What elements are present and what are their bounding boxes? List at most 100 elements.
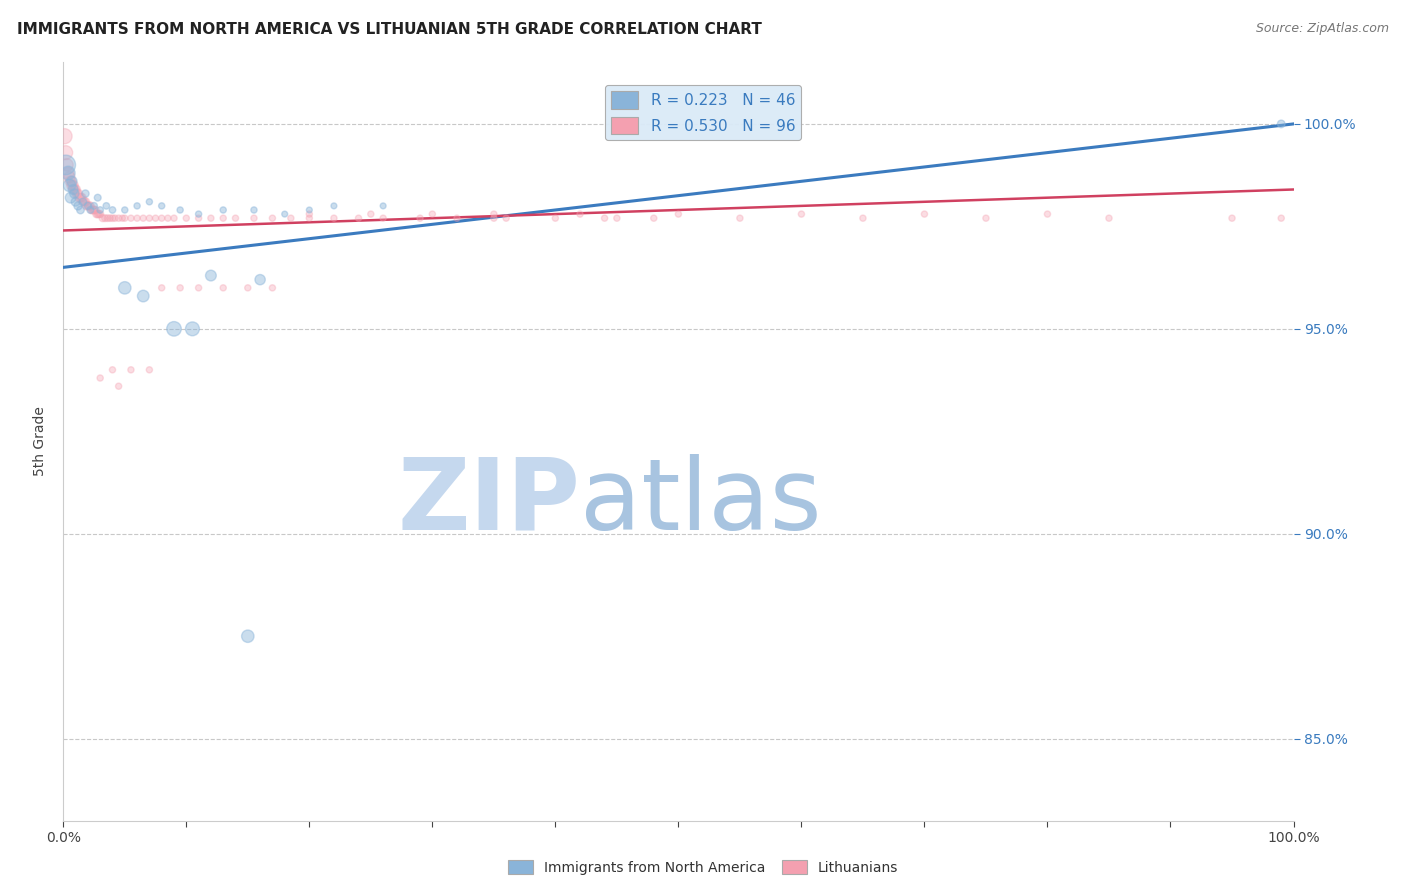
Point [67, 191, 90, 205]
Y-axis label: 5th Grade: 5th Grade [32, 407, 46, 476]
Point [249, 273, 271, 287]
Point [145, 211, 167, 226]
Point [79, 202, 101, 217]
Point [914, 207, 936, 221]
Point [150, 211, 173, 226]
Point [80, 202, 103, 217]
Point [212, 202, 235, 217]
Point [298, 207, 321, 221]
Point [1220, 211, 1243, 226]
Point [371, 211, 394, 226]
Point [76, 199, 98, 213]
Point [120, 363, 142, 377]
Point [114, 202, 136, 217]
Point [323, 211, 346, 226]
Point [666, 207, 689, 221]
Point [236, 281, 259, 295]
Point [790, 207, 813, 221]
Point [298, 211, 321, 226]
Point [298, 202, 321, 217]
Point [225, 211, 247, 226]
Point [236, 629, 259, 643]
Point [852, 211, 875, 226]
Point [422, 207, 444, 221]
Point [593, 211, 616, 226]
Point [132, 289, 155, 303]
Point [58, 170, 80, 185]
Point [56, 166, 79, 180]
Point [495, 211, 517, 226]
Point [76, 199, 98, 213]
Point [79, 199, 101, 213]
Point [243, 202, 266, 217]
Point [212, 281, 235, 295]
Point [262, 281, 284, 295]
Point [262, 211, 284, 226]
Point [169, 281, 191, 295]
Point [150, 281, 173, 295]
Point [120, 211, 142, 226]
Point [974, 211, 997, 226]
Point [87, 207, 110, 221]
Point [544, 211, 567, 226]
Point [111, 211, 134, 226]
Point [606, 211, 628, 226]
Point [1270, 211, 1292, 226]
Point [1036, 207, 1059, 221]
Point [60, 174, 83, 188]
Point [87, 207, 110, 221]
Point [60, 178, 83, 193]
Point [56, 158, 79, 172]
Point [132, 211, 155, 226]
Legend: Immigrants from North America, Lithuanians: Immigrants from North America, Lithuania… [502, 855, 904, 880]
Point [83, 199, 105, 213]
Point [156, 211, 179, 226]
Point [72, 194, 94, 209]
Point [66, 186, 89, 201]
Point [58, 178, 80, 193]
Point [446, 211, 468, 226]
Text: atlas: atlas [579, 454, 821, 550]
Point [69, 191, 91, 205]
Point [73, 194, 96, 209]
Point [87, 191, 110, 205]
Point [77, 199, 100, 213]
Point [114, 211, 136, 226]
Point [94, 211, 117, 226]
Point [568, 207, 591, 221]
Point [89, 202, 111, 217]
Point [101, 211, 124, 226]
Point [1270, 117, 1292, 131]
Point [107, 211, 129, 226]
Point [89, 207, 111, 221]
Point [138, 194, 160, 209]
Point [200, 211, 222, 226]
Point [101, 363, 124, 377]
Point [53, 129, 76, 144]
Point [1098, 211, 1121, 226]
Point [187, 281, 209, 295]
Point [482, 211, 505, 226]
Point [187, 207, 209, 221]
Point [98, 211, 121, 226]
Text: ZIP: ZIP [396, 454, 579, 550]
Point [163, 322, 186, 336]
Point [127, 199, 148, 213]
Point [63, 186, 86, 201]
Point [91, 211, 114, 226]
Point [323, 199, 346, 213]
Point [127, 211, 148, 226]
Point [82, 202, 104, 217]
Point [72, 194, 94, 209]
Point [83, 202, 105, 217]
Point [63, 182, 86, 196]
Point [273, 207, 295, 221]
Point [62, 182, 84, 196]
Point [187, 211, 209, 226]
Point [280, 211, 302, 226]
Point [150, 199, 173, 213]
Point [75, 194, 97, 209]
Point [181, 322, 204, 336]
Text: IMMIGRANTS FROM NORTH AMERICA VS LITHUANIAN 5TH GRADE CORRELATION CHART: IMMIGRANTS FROM NORTH AMERICA VS LITHUAN… [17, 22, 762, 37]
Point [728, 211, 751, 226]
